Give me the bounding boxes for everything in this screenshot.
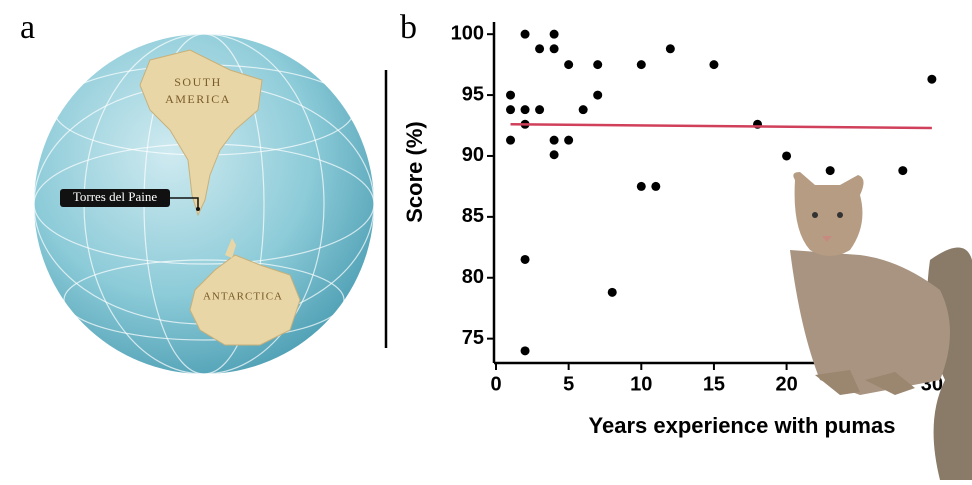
- point: [506, 91, 515, 100]
- y-tick-label: 80: [462, 266, 484, 288]
- point: [651, 182, 660, 191]
- x-tick-label: 5: [563, 373, 574, 395]
- point: [521, 30, 530, 39]
- y-tick-label: 75: [462, 327, 484, 349]
- point: [898, 166, 907, 175]
- point: [506, 105, 515, 114]
- x-tick-label: 0: [490, 373, 501, 395]
- map-label: AMERICA: [165, 92, 231, 106]
- point: [506, 136, 515, 145]
- point: [521, 105, 530, 114]
- point: [593, 60, 602, 69]
- x-tick-label: 10: [630, 373, 652, 395]
- point: [637, 182, 646, 191]
- y-tick-label: 95: [462, 83, 484, 105]
- point: [550, 150, 559, 159]
- point: [521, 346, 530, 355]
- figure: a b SOUTH AMERICA ANTARCTICA Torres del …: [0, 0, 972, 480]
- point: [709, 60, 718, 69]
- point: [666, 44, 675, 53]
- point: [550, 44, 559, 53]
- map-label: ANTARCTICA: [203, 291, 283, 303]
- y-tick-label: 90: [462, 144, 484, 166]
- x-tick-label: 20: [775, 373, 797, 395]
- point: [550, 136, 559, 145]
- panel-label: b: [400, 9, 417, 46]
- point: [927, 75, 936, 84]
- y-tick-label: 100: [451, 22, 484, 44]
- point: [535, 44, 544, 53]
- point: [521, 255, 530, 264]
- x-axis-title: Years experience with pumas: [589, 413, 896, 438]
- point: [593, 91, 602, 100]
- panel-label: a: [20, 9, 35, 46]
- point: [637, 60, 646, 69]
- y-tick-label: 85: [462, 205, 484, 227]
- point: [564, 136, 573, 145]
- point: [608, 288, 617, 297]
- map-label: SOUTH: [174, 75, 222, 89]
- point: [826, 166, 835, 175]
- point: [550, 30, 559, 39]
- y-axis-title: Score (%): [402, 121, 427, 222]
- point: [782, 151, 791, 160]
- point: [564, 60, 573, 69]
- point: [535, 105, 544, 114]
- trend-line: [511, 124, 932, 128]
- x-tick-label: 15: [703, 373, 725, 395]
- point: [579, 105, 588, 114]
- site-label: Torres del Paine: [73, 189, 158, 204]
